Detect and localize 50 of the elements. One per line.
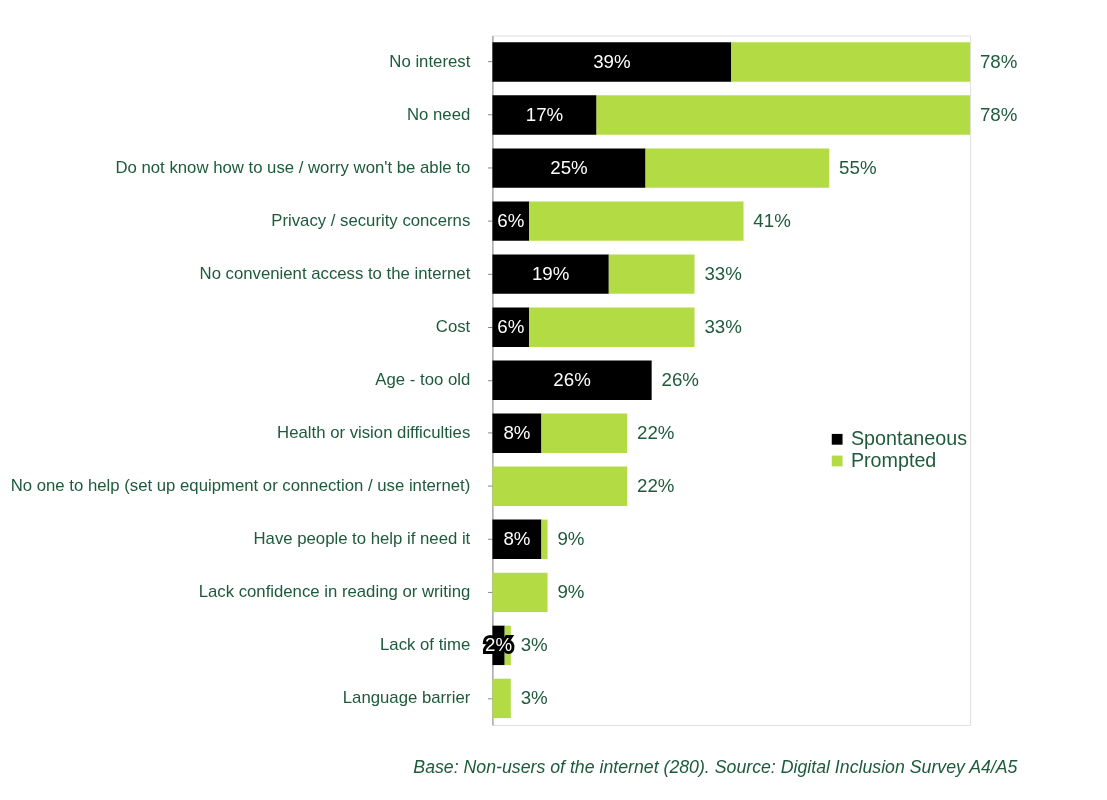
y-tick-label: Have people to help if need it (253, 529, 471, 549)
bar (492, 42, 732, 82)
y-tick-label: Age - too old (375, 370, 471, 390)
y-tick-label: Privacy / security concerns (271, 211, 471, 231)
bar (608, 254, 695, 294)
y-tick-label: Lack confidence in reading or writing (198, 582, 471, 602)
bar (529, 307, 695, 347)
total-label: 3% (520, 634, 548, 656)
bar (529, 201, 744, 241)
total-label: 9% (557, 581, 585, 603)
total-label: 41% (753, 210, 791, 232)
bar (596, 95, 971, 135)
legend-label: Spontaneous (850, 427, 968, 450)
y-tick-label: No need (407, 104, 471, 124)
data-label: 6% (497, 316, 525, 338)
total-label: 55% (839, 156, 877, 178)
text: Base: Non-users of the internet (280). Source: Digital Inclusion Survey A4/A5 (413, 757, 1018, 778)
total-label: 9% (557, 528, 585, 550)
data-label: 8% (503, 422, 531, 444)
bar (492, 678, 511, 719)
bar (541, 413, 628, 453)
total-label: 78% (979, 103, 1018, 125)
y-tick-label: Lack of time (380, 635, 471, 655)
total-label: 78% (979, 50, 1018, 72)
y-tick-label: Do not know how to use / worry won't be able to (115, 158, 471, 178)
total-label: 33% (704, 316, 742, 338)
y-tick-label: No one to help (set up equipment or connection / use internet) (10, 476, 471, 496)
data-label: 17% (525, 103, 564, 125)
legend-label: Prompted (850, 448, 937, 471)
bar (731, 42, 971, 82)
data-label: 19% (531, 263, 570, 285)
y-tick-label: No interest (389, 51, 471, 71)
bar (541, 519, 548, 559)
data-label: 6% (497, 210, 525, 232)
y-tick-label: No convenient access to the internet (199, 264, 471, 284)
y-tick-label: Cost (435, 317, 471, 337)
data-label: 25% (550, 156, 588, 178)
total-label: 26% (661, 369, 699, 391)
bar (645, 148, 830, 188)
data-label: 39% (593, 50, 631, 72)
data-label: 8% (503, 528, 531, 550)
data-label: 26% (553, 369, 591, 391)
total-label: 22% (637, 475, 675, 497)
bar (492, 466, 628, 506)
total-label: 3% (520, 687, 548, 709)
bar (492, 572, 548, 613)
y-tick-label: Health or vision difficulties (277, 423, 471, 443)
total-label: 22% (637, 422, 675, 444)
total-label: 33% (704, 263, 742, 285)
y-tick-label: Language barrier (342, 688, 471, 708)
